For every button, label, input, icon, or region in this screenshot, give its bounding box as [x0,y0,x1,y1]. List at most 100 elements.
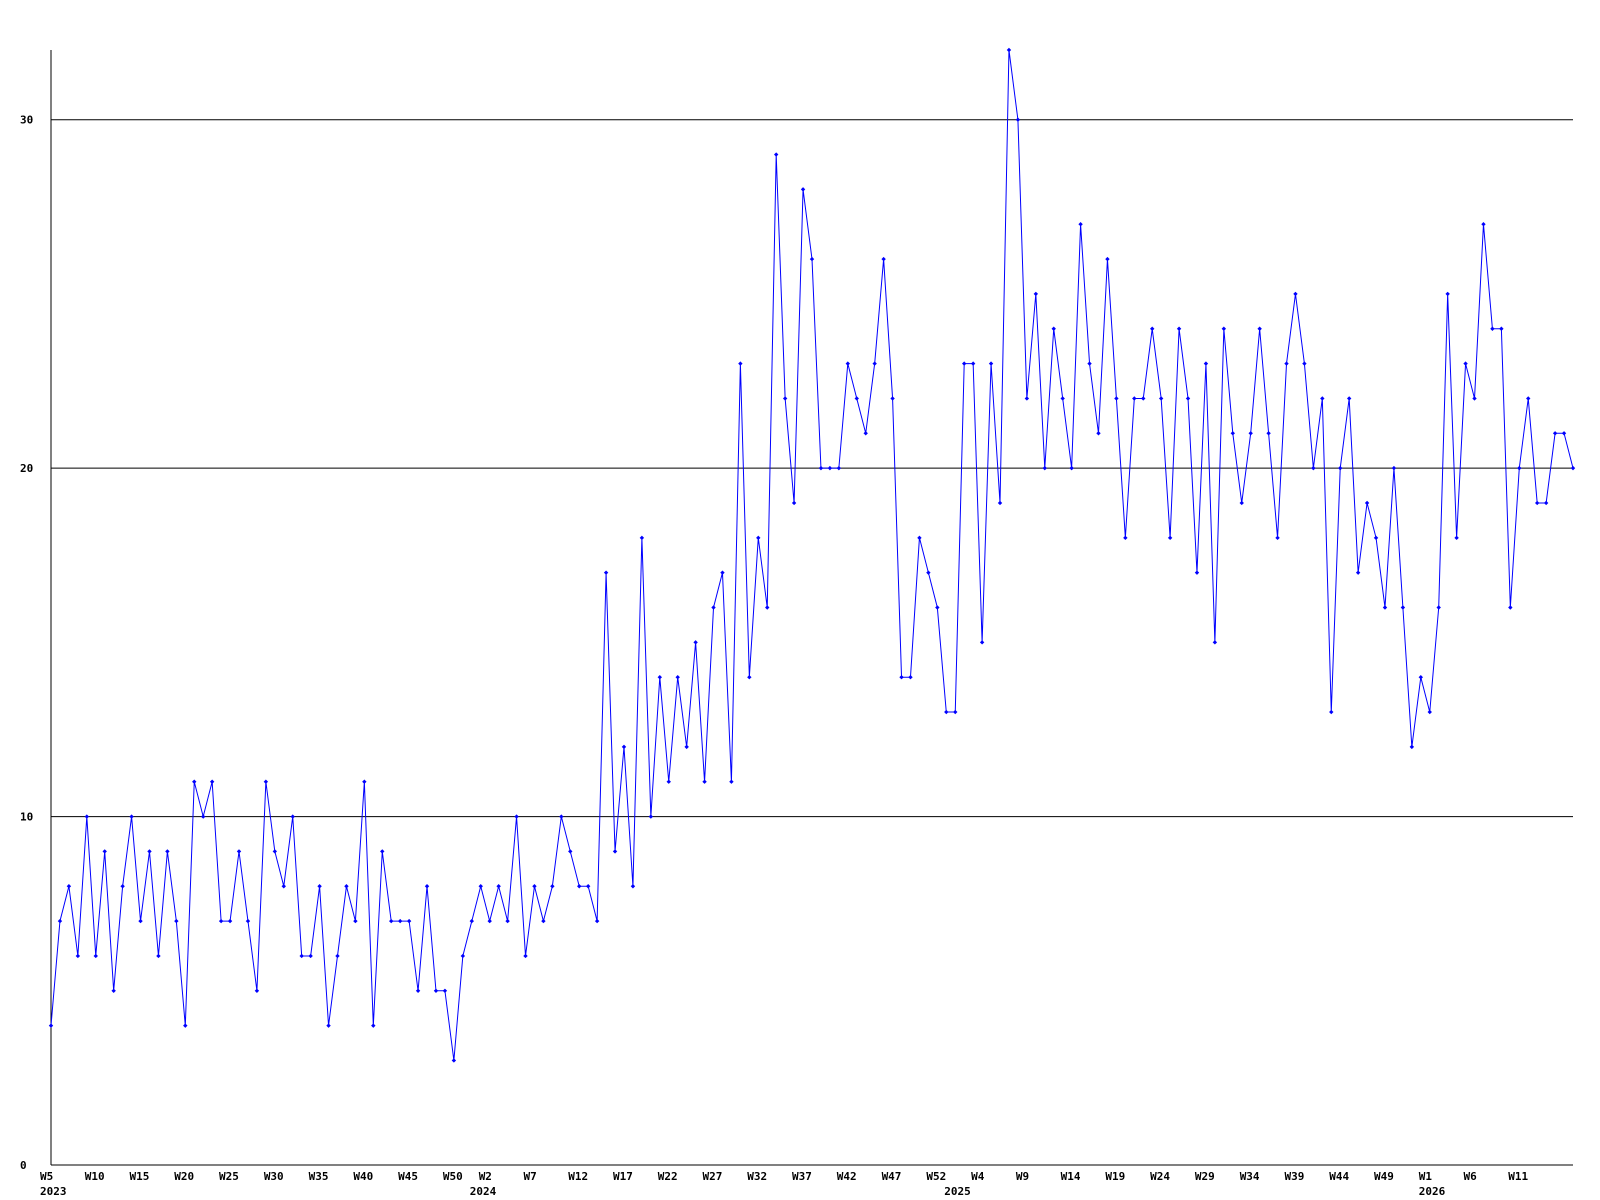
data-point [1141,396,1146,401]
data-point [1123,535,1128,541]
data-point [809,256,815,262]
data-point [380,849,385,854]
data-point [550,884,555,889]
data-point [263,779,269,784]
data-point [1158,396,1164,401]
data-point [1364,500,1370,506]
grid-layer [51,119,1573,818]
data-point [577,884,582,889]
data-point [1320,396,1325,401]
series-line [50,49,1574,1061]
data-point [1266,431,1271,436]
data-point [908,674,913,680]
x-tick-label: W39 [1284,1170,1304,1183]
data-point [872,361,877,366]
data-point [988,361,994,366]
data-point [729,779,734,784]
data-point [147,849,152,854]
data-point [344,884,349,889]
data-point [1329,709,1334,715]
data-point [1096,431,1101,436]
x-tick-label: W7 [523,1170,536,1183]
data-point [1006,47,1012,53]
data-point [827,465,833,471]
y-tick-label: 20 [20,462,33,475]
data-point [1185,396,1191,401]
x-tick-label: W17 [613,1170,633,1183]
data-point [702,779,707,784]
data-point [1042,465,1047,471]
x-tick-label: W50 [443,1170,463,1183]
data-point [612,849,618,854]
x-tick-label: W15 [130,1170,150,1183]
data-point [881,256,886,262]
data-point [1490,326,1495,331]
data-point [236,849,242,854]
data-point [854,396,859,401]
data-point [657,674,662,680]
x-tick-label: W40 [353,1170,373,1183]
data-point [594,918,600,924]
data-point [415,988,421,993]
data-point [532,884,537,889]
x-year-label: 2026 [1419,1185,1446,1198]
x-year-label: 2025 [944,1185,971,1198]
data-point [765,605,770,610]
data-point [756,535,761,541]
x-tick-label: W11 [1508,1170,1528,1183]
data-point [1338,465,1343,471]
data-point [568,849,573,854]
data-point [1517,465,1522,471]
x-tick-label: W27 [703,1170,723,1183]
data-point [218,918,224,924]
data-point [1114,396,1119,401]
data-point [693,640,698,645]
data-point [890,396,895,401]
data-point [272,849,278,854]
data-point [174,918,179,924]
data-point [1275,535,1280,541]
data-point [1302,361,1307,366]
data-point [791,500,797,506]
data-point [541,918,546,924]
x-tick-label: W29 [1195,1170,1215,1183]
data-point [1150,326,1155,331]
x-tick-label: W32 [747,1170,767,1183]
data-point [505,918,510,924]
data-point [1382,605,1388,610]
y-tick-label: 10 [20,811,33,824]
data-point [138,918,143,924]
x-tick-label: W22 [658,1170,678,1183]
data-point [1373,535,1379,541]
data-point [1105,256,1110,262]
data-point [1078,222,1083,227]
data-point [84,814,90,819]
data-point [1248,431,1253,436]
data-point [621,744,627,750]
data-point [1015,117,1021,122]
data-point [102,849,107,854]
x-tick-label: W25 [219,1170,239,1183]
data-point [1418,674,1423,680]
data-point [1051,326,1056,331]
x-tick-label: W5 [40,1170,53,1183]
data-point [192,779,197,784]
data-point [863,431,868,436]
data-point [630,884,636,889]
x-tick-label: W45 [398,1170,418,1183]
data-point [1561,431,1567,436]
data-point [1212,640,1218,645]
data-point [514,814,519,819]
x-tick-label: W24 [1150,1170,1170,1183]
data-point [66,884,72,889]
data-point [326,1023,331,1028]
data-point [818,465,824,471]
data-point [1069,465,1074,471]
data-point [917,535,922,541]
data-point [460,953,466,959]
data-point [1194,570,1200,575]
data-point [165,849,170,854]
data-point [523,953,528,959]
data-point [926,570,931,575]
